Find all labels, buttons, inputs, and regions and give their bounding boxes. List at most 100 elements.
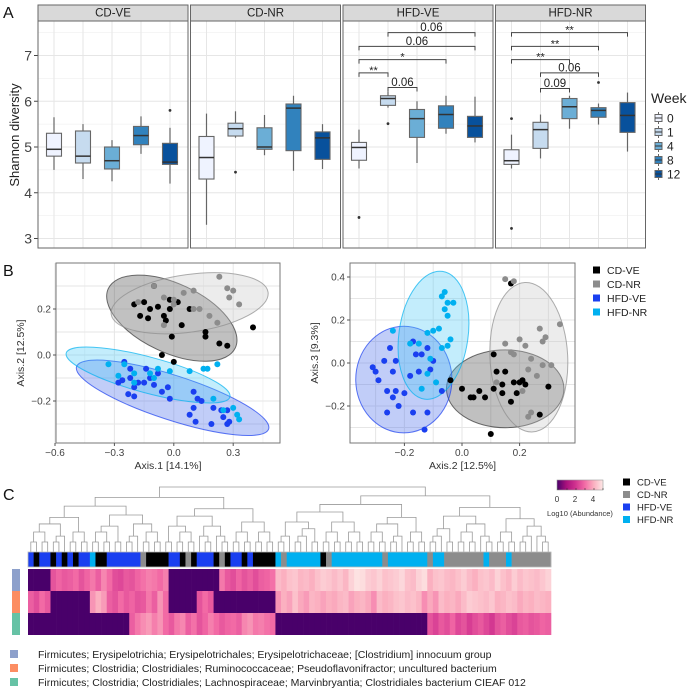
heatmap-cell: [123, 613, 130, 635]
heatmap-cell: [326, 613, 332, 635]
heatmap-cell: [348, 591, 355, 613]
data-point: [415, 340, 422, 347]
data-point: [447, 377, 454, 384]
data-point: [105, 361, 112, 368]
row-annotation-swatch: [12, 591, 20, 613]
legend-swatch: [623, 516, 630, 523]
heatmap-cell: [179, 591, 186, 613]
group-cell-hfd-nr: [286, 552, 321, 567]
heatmap-cell: [416, 591, 422, 613]
heatmap-cell: [95, 569, 102, 591]
heatmap-cell: [224, 569, 231, 591]
facet-border: [342, 20, 494, 249]
x-tick-label: −0.2: [395, 448, 415, 459]
data-point: [387, 344, 393, 351]
heatmap-cell: [297, 569, 304, 591]
data-point: [127, 375, 134, 381]
box-week-12: [466, 96, 484, 143]
heatmap-cell: [449, 569, 456, 591]
heatmap-cell: [444, 569, 451, 591]
data-point: [522, 342, 529, 349]
dendrogram-branch: [505, 518, 535, 532]
data-point: [444, 342, 451, 349]
heatmap-cell: [331, 569, 338, 591]
heatmap-cell: [252, 613, 259, 635]
data-point: [131, 370, 138, 377]
heatmap-cell: [404, 569, 411, 591]
heatmap-cell: [269, 613, 276, 635]
heatmap-cell: [219, 613, 226, 635]
data-point: [528, 355, 535, 362]
heatmap-cell: [202, 591, 209, 613]
data-point: [545, 383, 552, 390]
heatmap-cell: [314, 591, 321, 613]
heatmap-cell: [522, 591, 529, 613]
legend-label: CD-NR: [637, 490, 668, 501]
group-cell-cd-ve: [213, 552, 220, 567]
series-cd-nr: [135, 273, 243, 329]
heatmap-cell: [483, 613, 490, 635]
data-point: [230, 287, 237, 294]
data-point: [137, 312, 144, 319]
facet-background: [495, 21, 646, 248]
data-point: [493, 368, 500, 375]
data-point: [418, 351, 425, 358]
heatmap-cell: [185, 613, 192, 635]
data-point: [121, 361, 128, 368]
legend-label: HFD-NR: [637, 515, 674, 526]
outlier-point: [234, 170, 237, 174]
heatmap-cell: [179, 569, 186, 591]
heatmap-cell: [56, 569, 63, 591]
series-hfd-nr: [389, 289, 457, 392]
significance-bracket: [511, 45, 599, 51]
heatmap-cell: [247, 591, 254, 613]
heatmap-cell: [179, 613, 186, 635]
data-point: [490, 385, 497, 392]
data-point: [154, 365, 161, 372]
data-point: [131, 379, 138, 386]
taxon-label: Firmicutes; Clostridia; Clostridiales; L…: [38, 677, 526, 688]
heatmap-cell: [416, 613, 422, 635]
dendrogram-branch: [109, 514, 143, 527]
legend-swatch: [623, 491, 630, 498]
data-point: [447, 336, 454, 343]
significance-bracket: [540, 87, 570, 93]
heatmap-cell: [39, 613, 46, 635]
box-week-1: [379, 91, 397, 126]
y-axis-title: Axis.2 [12.5%]: [15, 319, 27, 386]
heatmap-cell: [28, 613, 34, 635]
heatmap-cell: [44, 569, 51, 591]
data-point: [226, 418, 233, 425]
heatmap-cell: [342, 569, 349, 591]
heatmap-cell: [376, 591, 383, 613]
heatmap-cell: [101, 569, 108, 591]
heatmap-cell: [393, 591, 400, 613]
group-cell-cd-nr: [185, 552, 192, 567]
dendrogram-branch: [360, 495, 491, 508]
heatmap-cell: [348, 569, 355, 591]
heatmap-cell: [427, 569, 434, 591]
heatmap-cell: [89, 569, 96, 591]
taxon-swatch: [10, 678, 18, 686]
data-point: [158, 352, 165, 358]
heatmap-row: [12, 591, 552, 613]
heatmap-cell: [382, 591, 389, 613]
data-point: [147, 306, 154, 312]
significance-bracket: [358, 45, 476, 51]
heatmap-cell: [236, 569, 242, 591]
data-point: [202, 333, 209, 340]
heatmap-cell: [461, 569, 467, 591]
heatmap-cell: [432, 591, 439, 613]
heatmap-cell: [28, 569, 34, 591]
heatmap-cell: [449, 613, 456, 635]
group-cell-hfd-ve: [67, 552, 74, 567]
heatmap-cell: [489, 613, 496, 635]
heatmap-cell: [326, 591, 332, 613]
heatmap-cell: [292, 569, 299, 591]
heatmap-cell: [281, 613, 287, 635]
heatmap-cell: [303, 569, 310, 591]
significance-bracket: [358, 72, 389, 77]
heatmap-cell: [129, 613, 136, 635]
group-cell-cd-ve: [146, 552, 169, 567]
